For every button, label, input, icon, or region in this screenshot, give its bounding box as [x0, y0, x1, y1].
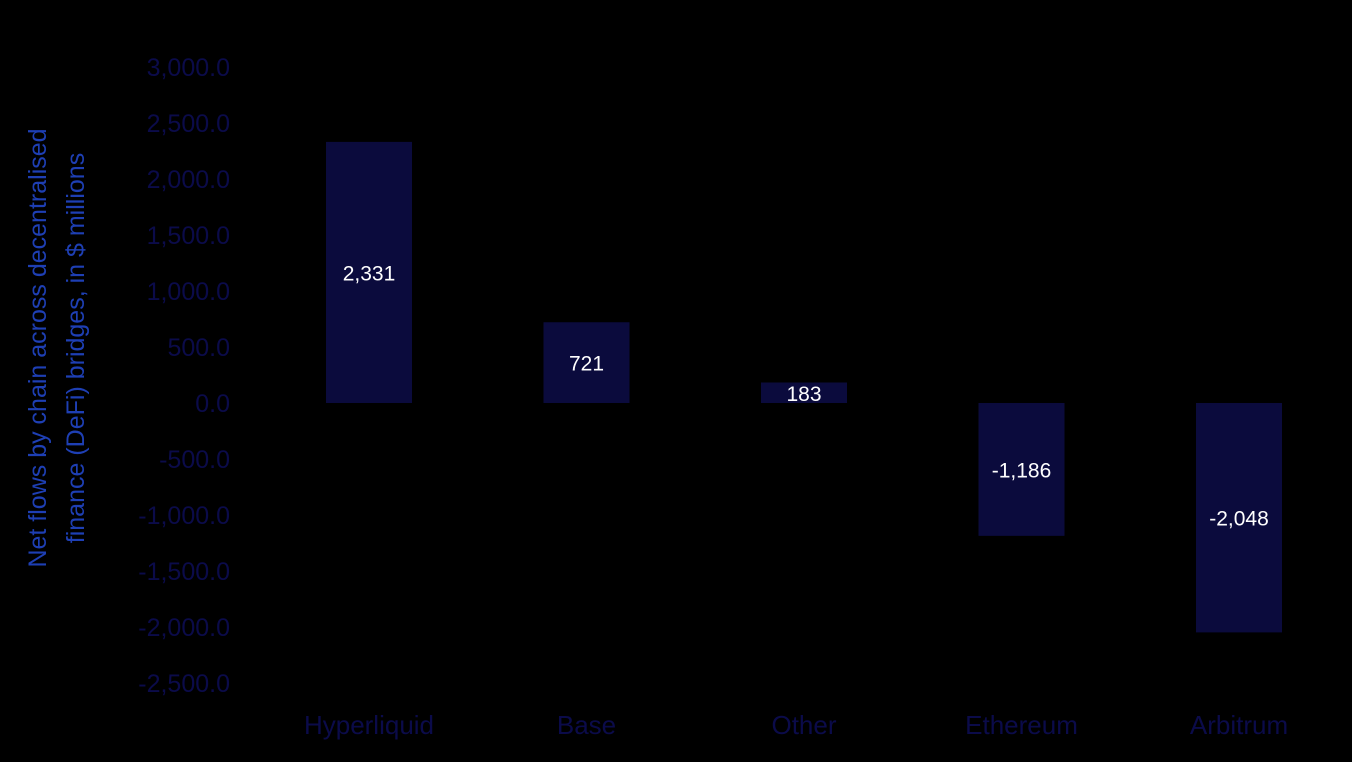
category-label-other: Other: [771, 710, 836, 740]
y-tick-label: 3,000.0: [147, 54, 230, 82]
data-label-arbitrum: -2,048: [1209, 508, 1269, 531]
y-tick-label: -1,000.0: [138, 502, 230, 530]
y-tick-label: 2,500.0: [147, 110, 230, 138]
bars: [326, 141, 1282, 633]
x-axis-categories: Hyperliquid Base Other Ethereum Arbitrum: [304, 710, 1288, 740]
y-axis-ticks: 3,000.0 2,500.0 2,000.0 1,500.0 1,000.0 500.0…: [138, 54, 230, 698]
y-tick-label: 0.0: [195, 390, 230, 418]
bar-arbitrum: [1196, 403, 1282, 633]
y-tick-label: 1,500.0: [147, 222, 230, 250]
data-labels: 2,331 721 183 -1,186 -2,048: [343, 262, 1269, 530]
y-axis-title-line-2: finance (DeFi) bridges, in $ millions: [62, 153, 90, 543]
category-label-hyperliquid: Hyperliquid: [304, 710, 434, 740]
y-tick-label: -2,500.0: [138, 670, 230, 698]
data-label-base: 721: [569, 353, 604, 376]
y-tick-label: 1,000.0: [147, 278, 230, 306]
y-tick-label: 2,000.0: [147, 166, 230, 194]
data-label-other: 183: [786, 383, 821, 406]
data-label-ethereum: -1,186: [992, 459, 1052, 482]
data-label-hyperliquid: 2,331: [343, 262, 396, 285]
category-label-ethereum: Ethereum: [965, 710, 1078, 740]
y-tick-label: -2,000.0: [138, 614, 230, 642]
y-tick-label: -500.0: [159, 446, 230, 474]
bar-other: [761, 382, 847, 403]
category-label-base: Base: [557, 710, 616, 740]
bar-hyperliquid: [326, 141, 412, 403]
y-tick-label: -1,500.0: [138, 558, 230, 586]
bar-base: [543, 322, 630, 403]
y-tick-label: 500.0: [167, 334, 230, 362]
y-axis-title: Net flows by chain across decentralised …: [24, 128, 90, 567]
bar-ethereum: [978, 403, 1065, 536]
y-axis-title-line-1: Net flows by chain across decentralised: [24, 128, 52, 567]
category-label-arbitrum: Arbitrum: [1190, 710, 1288, 740]
